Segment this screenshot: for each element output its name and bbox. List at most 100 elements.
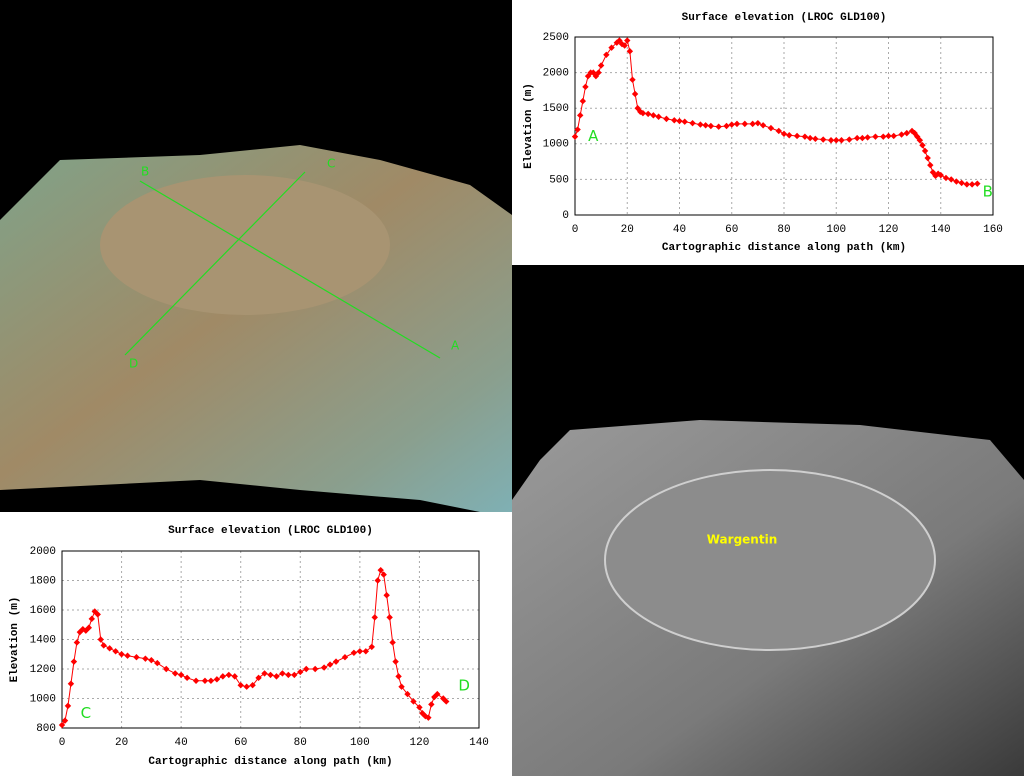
point <box>827 137 835 144</box>
point <box>225 671 232 679</box>
y-tick-label: 2000 <box>30 546 56 558</box>
x-tick-label: 20 <box>621 224 634 236</box>
marker: A <box>451 339 460 353</box>
x-tick-label: 20 <box>115 737 128 749</box>
point <box>377 566 384 574</box>
point <box>273 673 280 680</box>
point <box>603 51 610 58</box>
point <box>885 132 892 140</box>
marker: B <box>141 165 149 179</box>
point <box>733 120 741 128</box>
plot-frame <box>61 550 480 729</box>
point <box>192 677 200 684</box>
point <box>759 122 767 129</box>
point <box>697 121 704 128</box>
profile-line <box>139 180 441 359</box>
x-tick-label: 40 <box>175 737 188 749</box>
point <box>914 133 921 140</box>
point <box>362 648 370 655</box>
point <box>676 117 683 125</box>
x-tick-label: 0 <box>59 737 66 749</box>
point <box>368 643 375 651</box>
point <box>974 180 981 187</box>
point <box>91 608 98 615</box>
plot-frame <box>574 36 994 216</box>
point <box>434 690 441 698</box>
annotation: D <box>458 676 470 694</box>
point <box>948 176 955 183</box>
y-axis-label: Elevation (m) <box>9 597 21 683</box>
y-tick-label: 1200 <box>30 664 56 676</box>
point <box>291 671 298 679</box>
point <box>571 133 579 140</box>
x-tick-label: 160 <box>983 224 1003 236</box>
x-tick-label: 100 <box>826 224 846 236</box>
point <box>597 62 605 69</box>
point <box>953 178 960 185</box>
point <box>793 132 801 140</box>
x-tick-label: 140 <box>931 224 951 236</box>
point <box>88 615 95 623</box>
point <box>853 134 861 142</box>
point <box>154 659 161 667</box>
point <box>371 614 378 621</box>
y-tick-label: 0 <box>562 210 569 222</box>
point <box>261 670 268 677</box>
x-tick-label: 80 <box>294 737 307 749</box>
point <box>908 127 916 135</box>
point <box>267 671 274 679</box>
point <box>285 671 292 679</box>
y-tick-label: 1000 <box>30 693 56 705</box>
terrain-view: A B C D <box>0 145 512 512</box>
point <box>106 645 113 652</box>
point <box>775 127 782 135</box>
point <box>833 137 840 144</box>
point <box>297 668 304 676</box>
y-tick-label: 1400 <box>30 634 56 646</box>
point <box>97 636 104 643</box>
point <box>655 113 662 120</box>
point <box>118 651 125 658</box>
point <box>404 690 411 698</box>
point <box>100 642 107 649</box>
point <box>64 702 72 710</box>
point <box>629 76 636 83</box>
crater-floor <box>100 175 390 315</box>
point <box>916 137 924 144</box>
point <box>958 179 965 187</box>
point <box>58 721 66 729</box>
point <box>395 673 402 680</box>
point <box>650 112 657 119</box>
point <box>806 134 814 142</box>
point <box>148 656 155 664</box>
crater-rim <box>604 469 936 651</box>
point <box>443 698 450 705</box>
point <box>689 119 696 127</box>
x-tick-label: 0 <box>572 224 579 236</box>
chart-title: Surface elevation (LROC GLD100) <box>682 12 887 24</box>
point <box>801 133 809 140</box>
marker: D <box>129 357 138 371</box>
point <box>67 680 75 687</box>
point <box>416 704 423 711</box>
point <box>924 154 931 162</box>
point <box>255 674 262 682</box>
series-line <box>61 569 447 726</box>
x-tick-label: 40 <box>673 224 686 236</box>
point <box>341 654 349 661</box>
point <box>249 682 256 689</box>
point <box>864 134 871 141</box>
point <box>919 142 926 149</box>
point <box>663 115 670 123</box>
point <box>644 110 652 118</box>
point <box>219 673 227 680</box>
point <box>207 677 215 684</box>
point <box>383 592 390 599</box>
y-tick-label: 1000 <box>543 139 569 151</box>
point <box>320 664 328 671</box>
point <box>201 677 209 684</box>
point <box>819 136 827 143</box>
point <box>741 120 749 128</box>
point <box>639 109 647 117</box>
point <box>431 693 438 701</box>
